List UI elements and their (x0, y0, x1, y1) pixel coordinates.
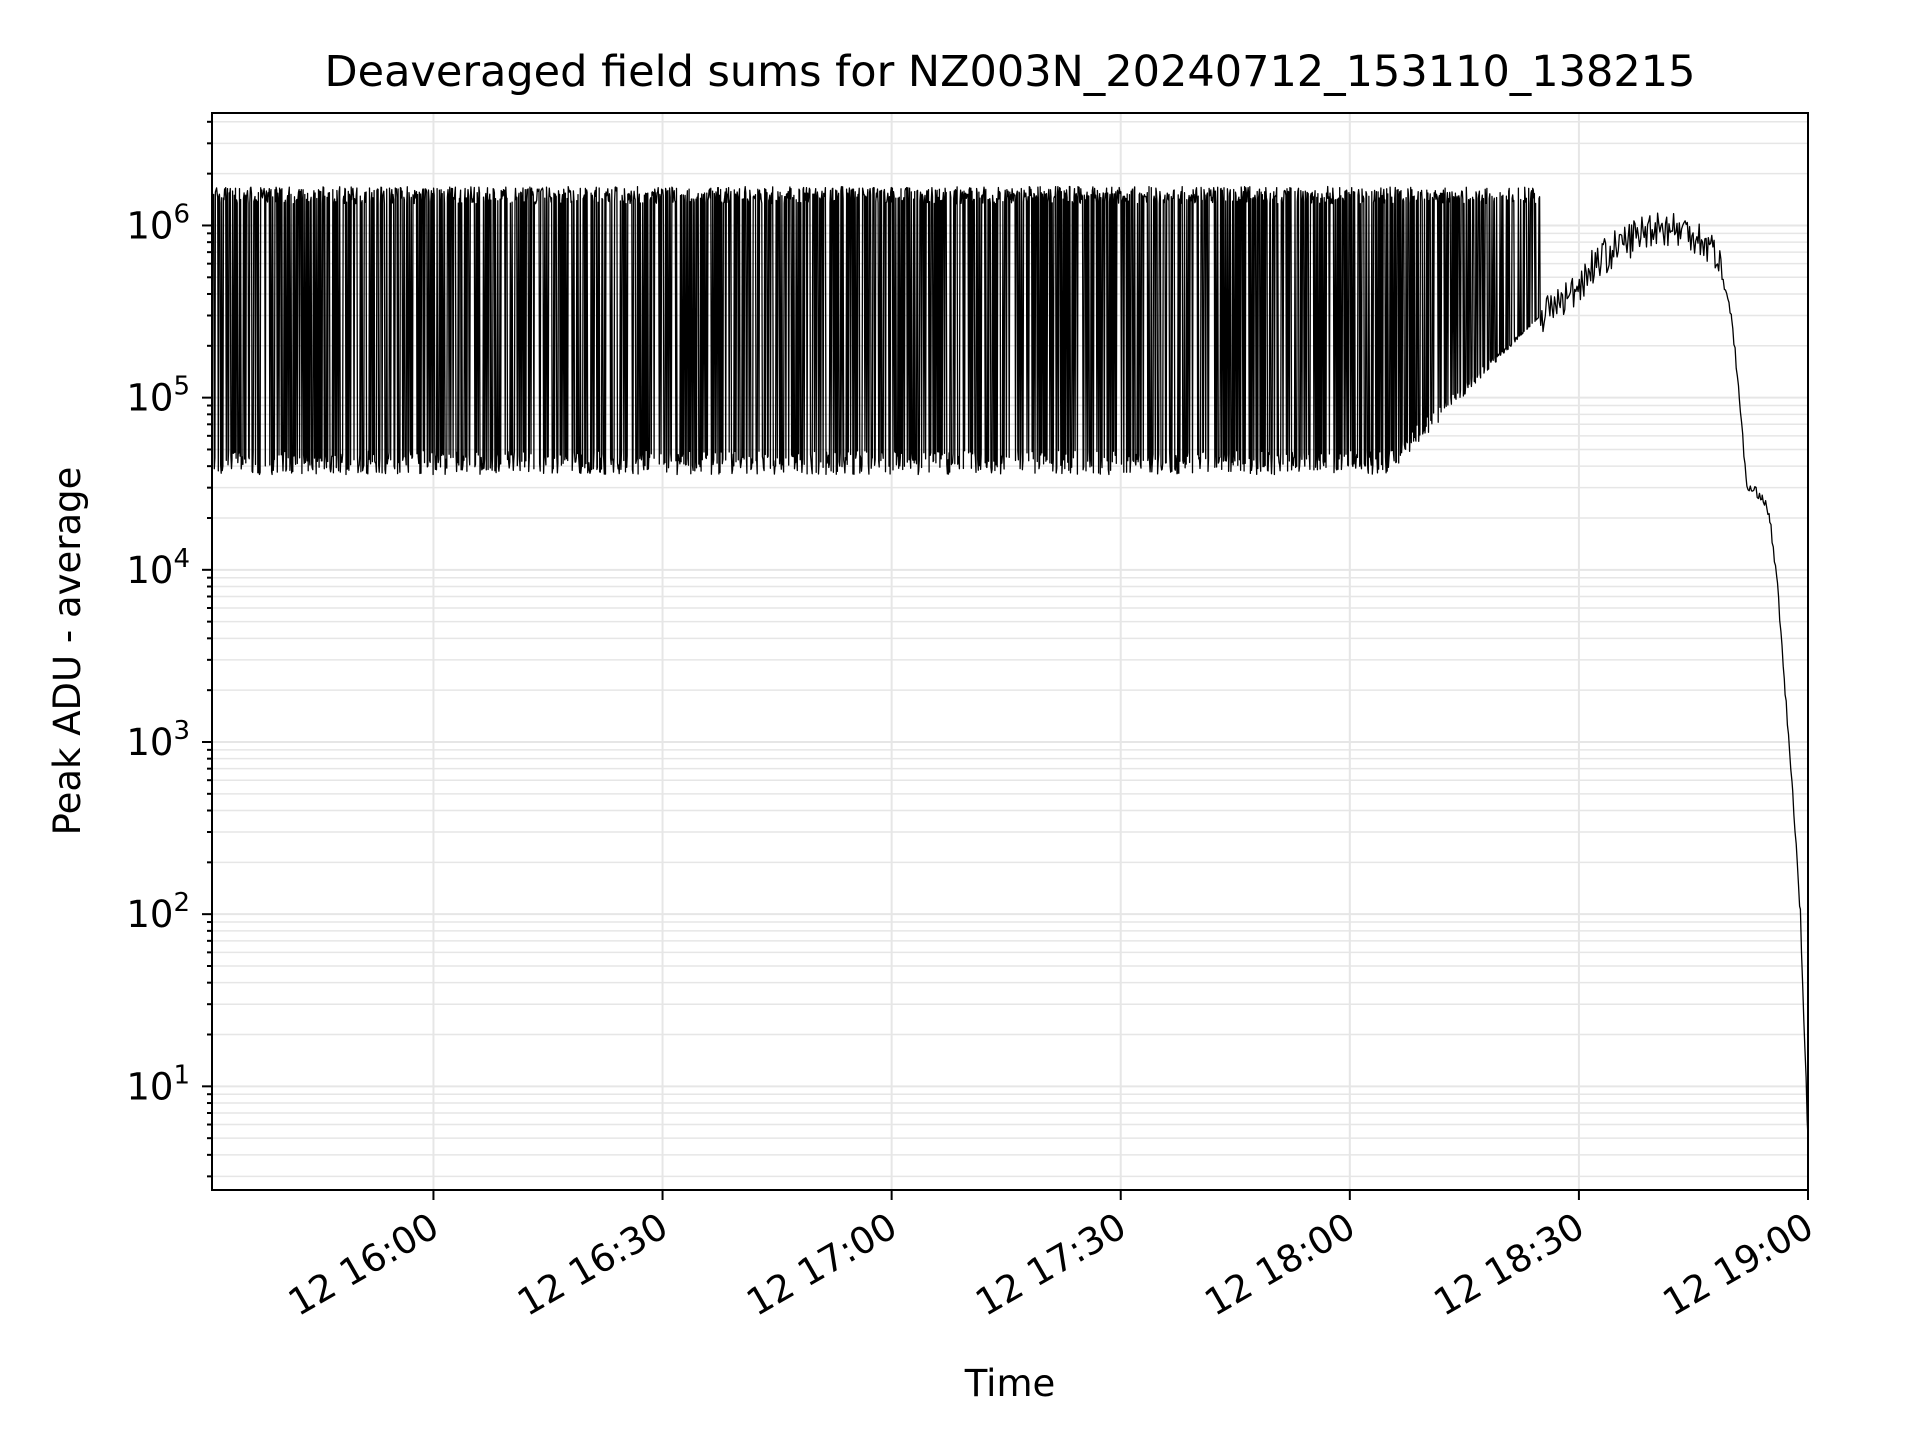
y-tick-label: 104 (126, 544, 190, 592)
y-tick-label-exponent: 6 (173, 199, 190, 229)
x-axis-label: Time (964, 1362, 1056, 1405)
y-tick-label-exponent: 3 (173, 716, 190, 746)
y-tick-label-base: 10 (126, 893, 173, 936)
series-line (211, 185, 1809, 1139)
y-tick-label: 103 (126, 716, 190, 764)
y-tick-label: 106 (126, 199, 190, 247)
y-tick-label: 102 (126, 888, 190, 936)
y-tick-label-base: 10 (126, 1065, 173, 1108)
y-tick-label-base: 10 (126, 549, 173, 592)
y-tick-label: 101 (126, 1060, 190, 1108)
y-tick-label-base: 10 (126, 377, 173, 420)
data-layer (211, 185, 1809, 1139)
y-axis-label: Peak ADU - average (46, 467, 89, 836)
y-tick-label: 105 (126, 372, 190, 420)
y-tick-label-base: 10 (126, 721, 173, 764)
chart-title: Deaveraged field sums for NZ003N_2024071… (325, 47, 1696, 97)
y-tick-label-exponent: 4 (173, 544, 190, 574)
y-tick-label-exponent: 1 (173, 1060, 190, 1090)
plot-frame (211, 112, 1809, 1191)
y-tick-label-base: 10 (126, 204, 173, 247)
y-tick-label-exponent: 2 (173, 888, 190, 918)
y-tick-label-exponent: 5 (173, 372, 190, 402)
